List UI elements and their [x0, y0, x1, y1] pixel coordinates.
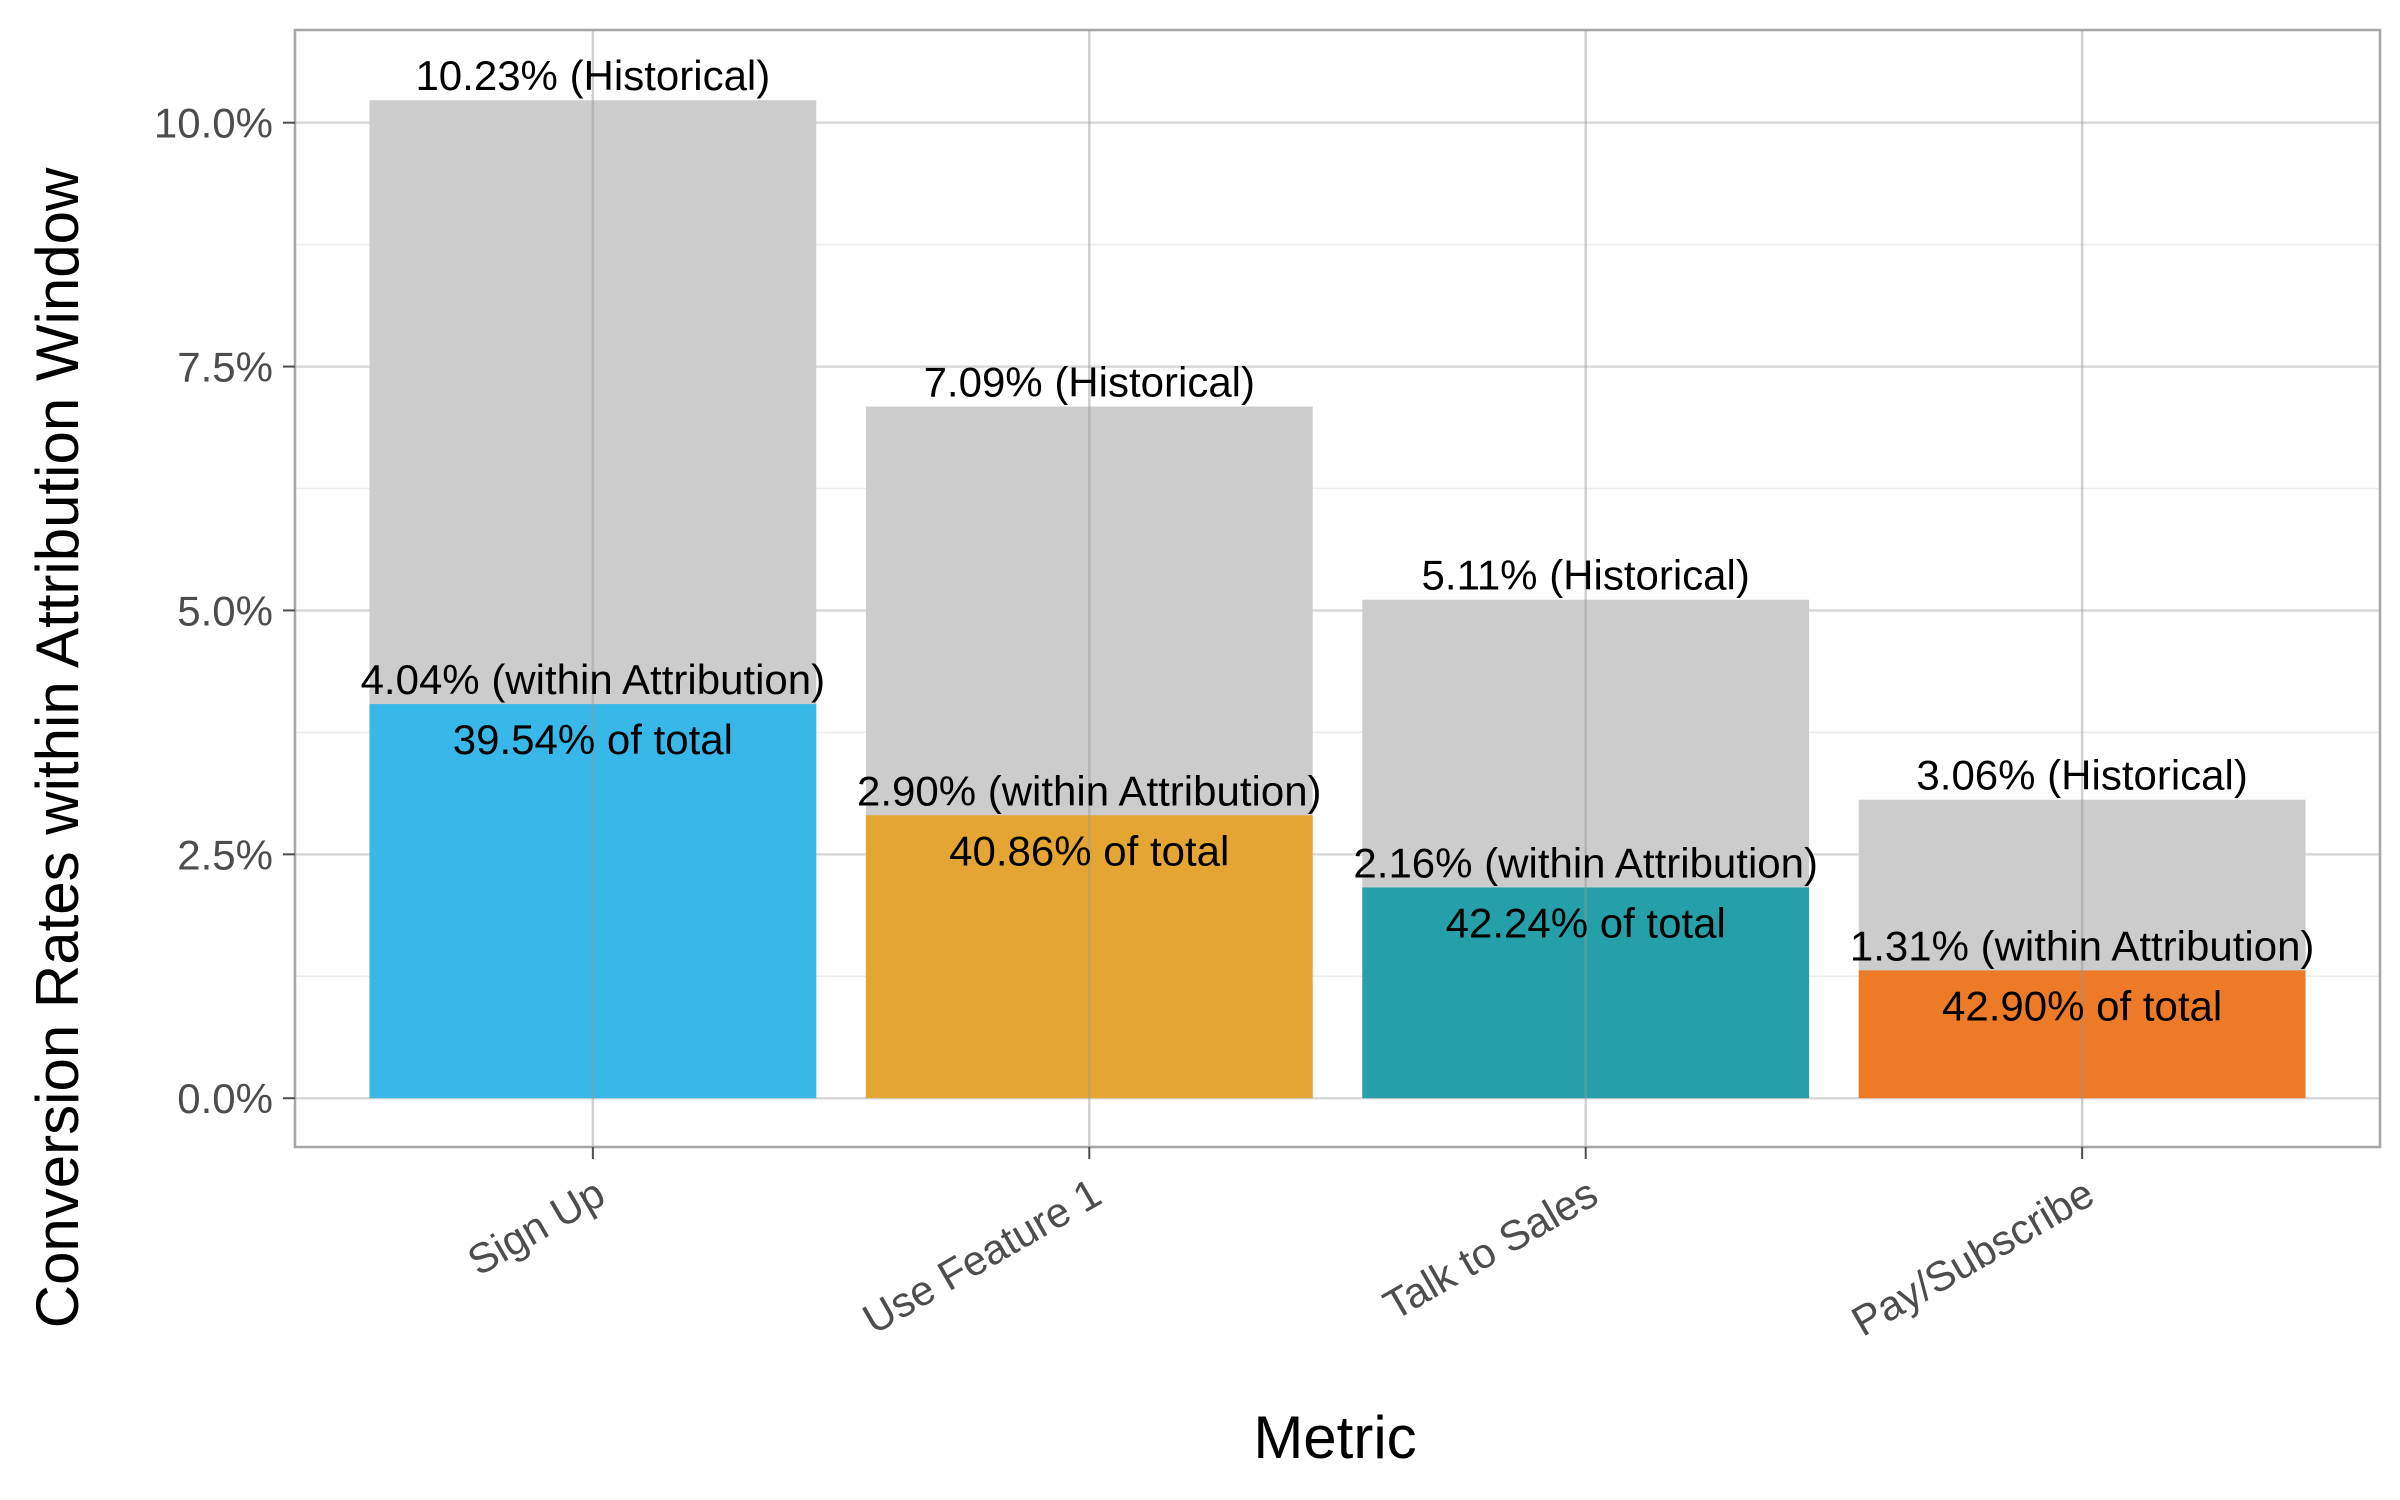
share-of-total-label: 40.86% of total — [949, 827, 1229, 874]
share-of-total-label: 39.54% of total — [453, 716, 733, 763]
y-tick-label: 7.5% — [177, 344, 273, 391]
y-axis-title: Conversion Rates within Attribution Wind… — [24, 167, 91, 1328]
y-tick-label: 2.5% — [177, 831, 273, 878]
y-tick-label: 10.0% — [154, 100, 273, 147]
attribution-value-label: 1.31% (within Attribution) — [1850, 922, 2315, 969]
historical-value-label: 5.11% (Historical) — [1422, 552, 1750, 599]
panel-border — [293, 28, 2382, 1149]
x-tick-label: Pay/Subscribe — [1844, 1169, 2102, 1345]
share-of-total-label: 42.90% of total — [1942, 982, 2222, 1029]
x-tick-label: Sign Up — [459, 1169, 612, 1284]
bar-within-attribution — [1858, 970, 2306, 1099]
share-of-total-label: 42.24% of total — [1446, 900, 1726, 947]
attribution-value-label: 2.90% (within Attribution) — [857, 767, 1322, 814]
bar-within-attribution — [1362, 887, 1810, 1099]
y-tick-label: 0.0% — [177, 1075, 273, 1122]
vertical-grid-lines — [591, 30, 2084, 1147]
historical-value-label: 7.09% (Historical) — [924, 359, 1255, 406]
bar-labels: 10.23% (Historical) 4.04% (within Attribu… — [361, 52, 2315, 1029]
historical-value-label: 10.23% (Historical) — [415, 52, 770, 99]
bars — [369, 100, 2306, 1099]
attribution-value-label: 2.16% (within Attribution) — [1353, 840, 1818, 887]
historical-value-label: 3.06% (Historical) — [1916, 752, 2247, 799]
bar-within-attribution — [865, 815, 1313, 1099]
bar-within-attribution — [369, 704, 817, 1099]
x-axis-title: Metric — [1253, 1404, 1416, 1471]
x-tick-label: Use Feature 1 — [855, 1169, 1109, 1343]
y-tick-label: 5.0% — [177, 587, 273, 634]
attribution-value-label: 4.04% (within Attribution) — [361, 656, 826, 703]
x-tick-label: Talk to Sales — [1375, 1169, 1605, 1329]
